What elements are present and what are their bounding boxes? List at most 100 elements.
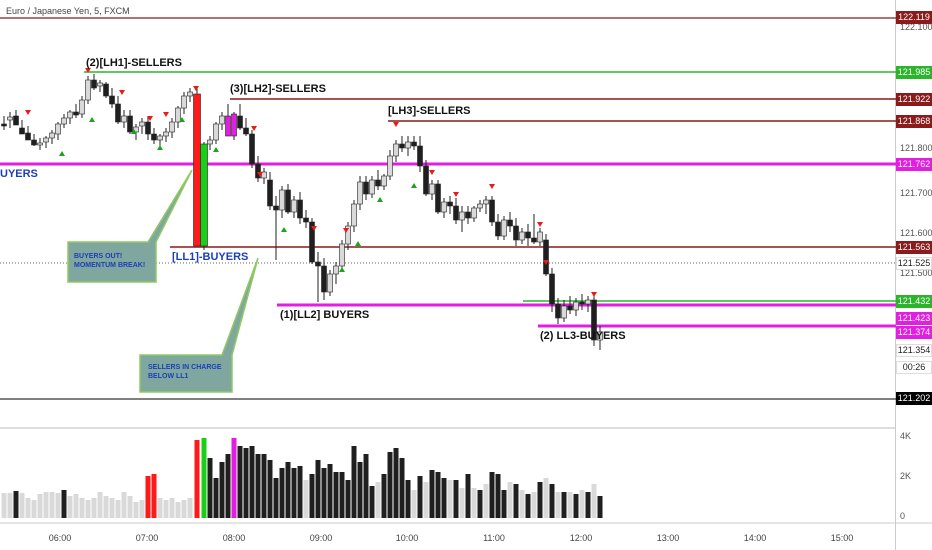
- volume-bar: [303, 480, 309, 518]
- sell-signal-marker: [193, 86, 199, 91]
- volume-bar: [369, 486, 375, 518]
- volume-bar: [145, 476, 151, 518]
- volume-bar: [441, 478, 447, 518]
- volume-bar: [393, 448, 399, 518]
- annotation-lh3: [LH3]-SELLERS: [388, 105, 471, 117]
- volume-bar: [151, 474, 157, 518]
- candle: [447, 201, 453, 207]
- sell-signal-marker: [251, 126, 257, 131]
- volume-bar: [103, 496, 109, 518]
- volume-bar: [585, 492, 591, 518]
- volume-bar: [435, 472, 441, 518]
- volume-bar: [201, 438, 207, 518]
- candle: [525, 231, 531, 239]
- volume-bar: [175, 502, 181, 518]
- candle: [555, 303, 561, 319]
- candle: [321, 265, 327, 293]
- candle: [139, 121, 145, 127]
- candle: [145, 121, 151, 135]
- volume-bar: [49, 492, 55, 518]
- candle: [345, 225, 351, 245]
- price-tick-label: 121.700: [900, 188, 932, 198]
- buy-signal-marker: [89, 117, 95, 122]
- volume-bar: [405, 480, 411, 518]
- volume-bar: [513, 484, 519, 518]
- volume-bar: [273, 478, 279, 518]
- candle: [477, 203, 483, 209]
- volume-bar: [381, 474, 387, 518]
- volume-bar: [561, 492, 567, 518]
- candle: [19, 127, 25, 135]
- sell-signal-marker: [429, 170, 435, 175]
- time-tick-label: 14:00: [743, 533, 767, 543]
- candle: [31, 139, 37, 146]
- candle: [453, 205, 459, 221]
- candle: [579, 301, 585, 305]
- candle: [91, 79, 97, 89]
- candle: [381, 175, 387, 187]
- candle: [531, 237, 537, 243]
- volume-bar: [237, 446, 243, 518]
- volume-bar: [315, 460, 321, 518]
- candle: [405, 141, 411, 149]
- candle: [187, 91, 193, 97]
- price-tick-label: 122.100: [900, 22, 932, 32]
- buy-signal-marker: [213, 147, 219, 152]
- price-tick-label: 121.600: [900, 228, 932, 238]
- candle: [7, 116, 13, 121]
- volume-bar: [339, 472, 345, 518]
- candle: [213, 123, 219, 141]
- volume-tick-label: 2K: [900, 471, 912, 481]
- candle: [181, 95, 187, 109]
- time-tick-label: 13:00: [656, 533, 680, 543]
- volume-bar: [37, 494, 43, 518]
- candle: [441, 201, 447, 213]
- price-tag: 121.525: [896, 257, 932, 270]
- candle: [121, 115, 127, 123]
- candle: [357, 181, 363, 205]
- volume-bar: [13, 491, 19, 518]
- candle: [200, 143, 208, 247]
- candle: [279, 189, 285, 211]
- volume-bar: [555, 492, 561, 518]
- candle: [339, 243, 345, 267]
- candle: [465, 211, 471, 219]
- candle: [249, 133, 255, 165]
- time-tick-label: 15:00: [830, 533, 854, 543]
- candle: [303, 217, 309, 223]
- candle: [169, 121, 175, 133]
- candle: [429, 183, 435, 195]
- volume-bar: [61, 490, 67, 518]
- volume-bar: [477, 490, 483, 518]
- candle: [219, 115, 225, 125]
- candle: [225, 115, 231, 137]
- candle: [43, 137, 49, 143]
- candle: [255, 163, 261, 179]
- candle: [25, 132, 31, 141]
- time-tick-label: 11:00: [483, 533, 505, 543]
- volume-bar: [255, 454, 261, 518]
- candle: [573, 301, 579, 311]
- candle: [363, 181, 369, 195]
- candle: [549, 273, 555, 305]
- candle: [49, 132, 55, 139]
- volume-bar: [121, 492, 127, 518]
- candle: [393, 143, 399, 157]
- candle: [483, 199, 489, 205]
- candle: [55, 123, 61, 135]
- candle: [327, 273, 333, 293]
- candle: [291, 199, 297, 213]
- volume-bar: [231, 438, 237, 518]
- candle: [399, 143, 405, 149]
- candle: [369, 179, 375, 195]
- time-tick-label: 12:00: [569, 533, 593, 543]
- candle: [507, 219, 513, 227]
- time-tick-label: 08:00: [222, 533, 246, 543]
- callout-bubble-sellers: [139, 257, 259, 393]
- candle: [151, 133, 157, 141]
- sell-signal-marker: [257, 172, 263, 177]
- candle: [591, 299, 597, 341]
- candle: [543, 239, 549, 275]
- volume-bar: [357, 462, 363, 518]
